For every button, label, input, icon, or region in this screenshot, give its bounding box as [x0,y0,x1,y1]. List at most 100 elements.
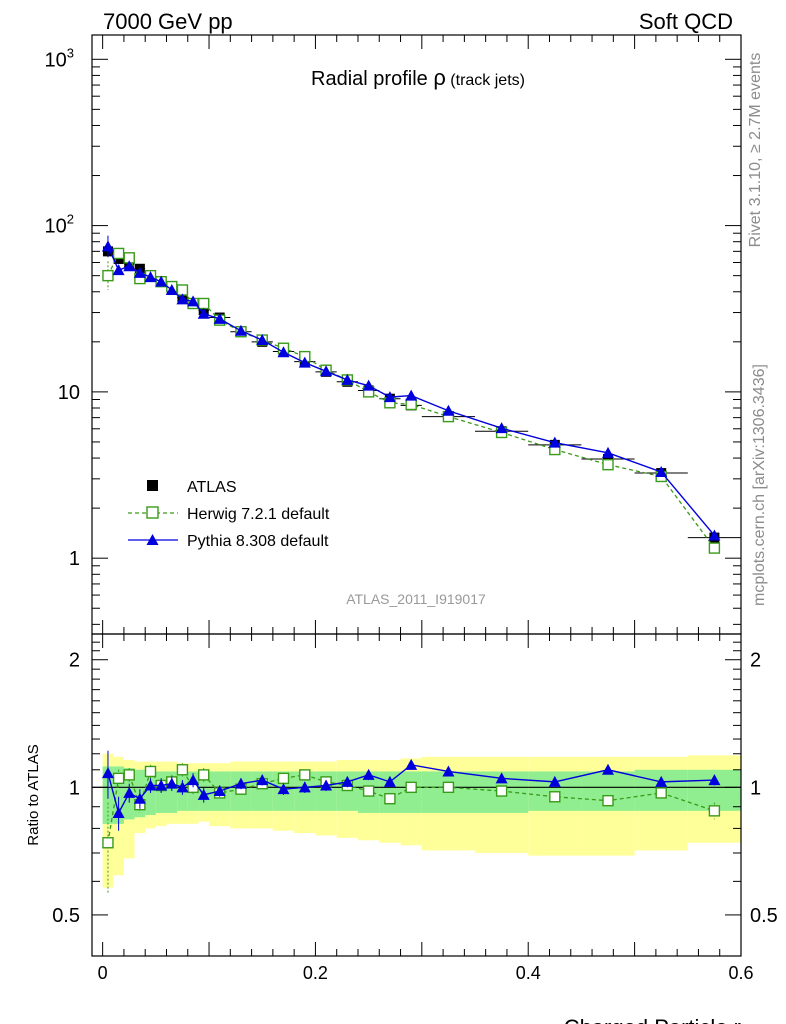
pythia-ratio-point [101,767,114,779]
pythia-ratio-point [187,774,200,786]
herwig-point [708,542,721,554]
pythia-ratio-point [320,779,333,791]
pythia-ratio-point [298,781,311,793]
herwig-ratio-point [112,772,125,785]
herwig-ratio-point [144,765,157,778]
y-tick-label-base: 10 [45,49,67,71]
pythia-point [187,295,200,307]
pythia-ratio-point [548,775,561,787]
x-tick-label: 0 [98,963,108,983]
herwig-point [405,398,417,411]
ratio-panel-series [101,750,721,895]
plot-title-sub: (track jets) [446,72,525,89]
pythia-point [495,422,508,434]
legend-marker-herwig [146,506,159,519]
pythia-ratio-point [362,768,375,780]
herwig-ratio-point [602,794,614,807]
herwig-ratio-point [277,772,290,785]
x-tick-label: 0.4 [516,963,541,983]
herwig-ratio-point [362,785,375,797]
pythia-ratio-point [176,781,189,793]
pythia-point [341,373,354,385]
herwig-ratio-line [107,768,715,843]
header-left-label: 7000 GeV pp [103,9,233,34]
y-tick-label-exponent: 2 [67,212,74,227]
main-panel-series [101,235,741,554]
y-tick-label-ratio-right: 0.5 [750,905,778,927]
pythia-ratio-point [133,792,146,804]
pythia-ratio-point [112,806,125,818]
y-tick-label-ratio-right: 1 [750,777,761,799]
pythia-point [442,404,455,416]
pythia-ratio-point [495,772,508,784]
y-tick-label-main: 103 [45,45,74,71]
pythia-point [123,260,136,272]
pythia-ratio-point [165,777,178,789]
plot-title: Radial profile ρ (track jets) [311,65,525,90]
herwig-point [112,247,125,260]
y-tick-label-main: 102 [45,212,74,238]
herwig-point [198,297,210,310]
side-site-label: mcplots.cern.ch [arXiv:1306.3436] [751,364,768,606]
pythia-point [298,356,311,368]
pythia-point [101,240,114,252]
pythia-point [708,529,721,541]
pythia-ratio-point [602,763,615,775]
y-tick-label-ratio-left: 2 [69,650,80,672]
pythia-ratio-point [155,779,168,791]
herwig-ratio-point [384,793,396,805]
herwig-ratio-point [198,769,210,781]
legend-marker-pythia [146,534,159,545]
side-rivet-label: Rivet 3.1.10, ≥ 2.7M events [747,53,764,248]
herwig-ratio-point [549,791,561,803]
band-inner-segment [113,766,124,824]
plot-title-symbol: ρ [433,65,446,90]
herwig-ratio-point [123,769,135,781]
herwig-point [102,269,114,282]
header-right-label: Soft QCD [639,9,733,34]
ratio-y-axis-label: Ratio to ATLAS [25,744,42,845]
pythia-point [602,446,615,458]
plot-title-main: Radial profile [311,68,433,90]
pythia-ratio-point [256,774,269,786]
pythia-point [213,312,226,324]
herwig-ratio-point [176,764,189,776]
herwig-ratio-point [495,785,508,797]
pythia-point [155,275,168,287]
pythia-point [277,346,290,358]
pythia-ratio-point [234,777,247,789]
atlas-point [603,453,614,464]
pythia-ratio-point [708,774,721,786]
band-inner-segment [166,771,178,813]
y-tick-label-base: 1 [69,548,80,570]
y-tick-label-base: 10 [58,382,80,404]
pythia-ratio-point [144,779,157,791]
ratio-panel-frame [91,633,742,957]
pythia-point [256,334,269,346]
herwig-ratio-point [102,837,114,849]
pythia-point [176,293,189,305]
herwig-ratio-point [405,781,417,794]
pythia-point [405,389,418,401]
herwig-ratio-point [708,805,721,817]
pythia-point [133,266,146,278]
x-tick-label: 0.2 [303,963,328,983]
herwig-ratio-point [655,787,667,799]
legend-label-pythia: Pythia 8.308 default [187,533,329,550]
pythia-point [144,271,157,283]
legend-label-herwig: Herwig 7.2.1 default [187,506,330,523]
pythia-point [197,307,210,319]
pythia-point [320,365,333,377]
herwig-ratio-point [299,769,311,781]
pythia-ratio-point [213,785,226,797]
pythia-ratio-point [383,775,396,787]
legend-label-atlas: ATLAS [187,479,237,496]
y-tick-label-main: 1 [69,548,80,570]
y-tick-label-main: 10 [58,382,80,404]
pythia-ratio-point [197,788,210,800]
pythia-ratio-point [405,758,418,770]
legend-marker-atlas [147,480,158,491]
pythia-point [655,465,668,477]
y-tick-label-exponent: 3 [67,45,74,60]
pythia-ratio-point [442,765,455,777]
